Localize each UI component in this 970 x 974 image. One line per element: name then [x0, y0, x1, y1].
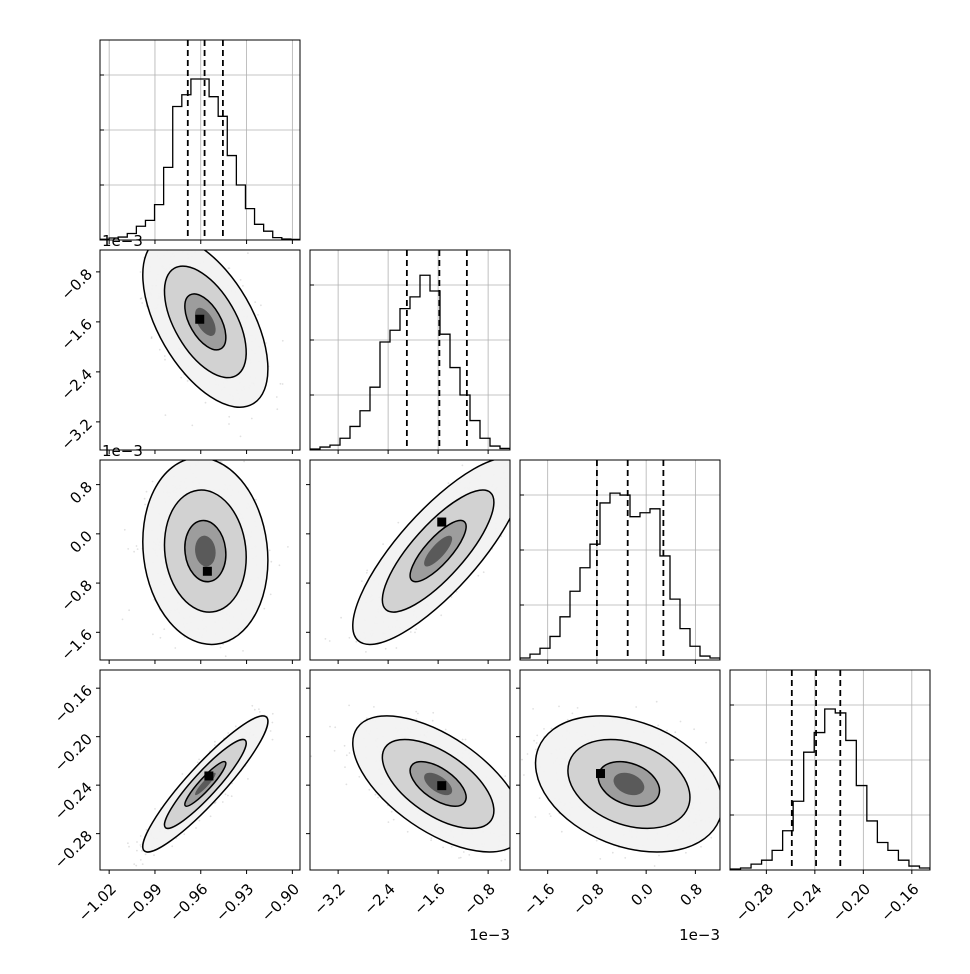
scatter-panel-r3-c1 — [306, 670, 554, 880]
x-tick-label: −1.6 — [410, 880, 448, 918]
density-peak — [437, 518, 446, 527]
x-tick-label: −0.99 — [120, 880, 165, 925]
x-tick-label: −0.96 — [166, 880, 211, 925]
y-offset-label: 1e−3 — [102, 232, 143, 250]
y-tick-label: −0.16 — [51, 681, 96, 726]
hist-panel-1 — [100, 40, 300, 244]
x-tick-label: −0.20 — [829, 880, 874, 925]
x-offset-label: 1e−3 — [469, 926, 510, 944]
y-tick-label: 0.8 — [66, 478, 96, 508]
scatter-panel-r1-c0 — [96, 216, 300, 454]
y-tick-label: 0.0 — [66, 527, 96, 557]
histogram-step — [100, 79, 300, 240]
panel-content — [122, 440, 289, 670]
y-tick-label: −0.8 — [58, 265, 96, 303]
x-tick-label: −1.02 — [75, 880, 120, 925]
x-tick-label: 0.8 — [677, 880, 707, 910]
x-tick-label: −2.4 — [360, 880, 398, 918]
panel-content — [325, 388, 567, 684]
x-tick-label: −3.2 — [310, 880, 348, 918]
scatter-panel-r3-c0 — [96, 670, 300, 881]
y-offset-label: 1e−3 — [102, 442, 143, 460]
histogram-step — [730, 709, 930, 870]
scatter-panel-r3-c2 — [504, 670, 744, 878]
density-peak — [195, 315, 204, 324]
x-offset-label: 1e−3 — [679, 926, 720, 944]
x-tick-label: −0.8 — [460, 880, 498, 918]
y-tick-label: −0.20 — [51, 730, 96, 775]
y-tick-label: −3.2 — [58, 415, 96, 453]
x-tick-label: −0.93 — [212, 880, 257, 925]
y-tick-label: −2.4 — [58, 365, 96, 403]
y-tick-label: −0.28 — [51, 827, 96, 872]
histogram-step — [520, 493, 720, 660]
scatter-panel-r2-c0 — [96, 440, 300, 670]
y-tick-label: −1.6 — [58, 315, 96, 353]
scatter-panel-r2-c1 — [306, 388, 566, 684]
hist-panel-2 — [310, 250, 510, 454]
axes-frame — [100, 40, 300, 240]
density-peak — [437, 781, 446, 790]
y-tick-label: −0.8 — [58, 576, 96, 614]
panel-content — [310, 689, 554, 880]
density-peak — [203, 567, 212, 576]
x-tick-label: −0.28 — [732, 880, 777, 925]
x-tick-label: −0.16 — [877, 880, 922, 925]
y-tick-label: −0.24 — [51, 778, 96, 823]
density-peak — [596, 769, 605, 778]
hist-panel-4 — [730, 670, 930, 874]
x-tick-label: −0.24 — [780, 880, 825, 925]
x-tick-label: −0.90 — [258, 880, 303, 925]
density-peak — [204, 771, 213, 780]
x-tick-label: −1.6 — [520, 880, 558, 918]
x-tick-label: −0.8 — [569, 880, 607, 918]
x-tick-label: 0.0 — [627, 880, 657, 910]
hist-panel-3 — [520, 460, 720, 664]
y-tick-label: −1.6 — [58, 626, 96, 664]
panel-content — [118, 705, 280, 882]
panel-content — [504, 690, 744, 877]
histogram-step — [310, 275, 510, 450]
axes-frame — [730, 670, 930, 870]
